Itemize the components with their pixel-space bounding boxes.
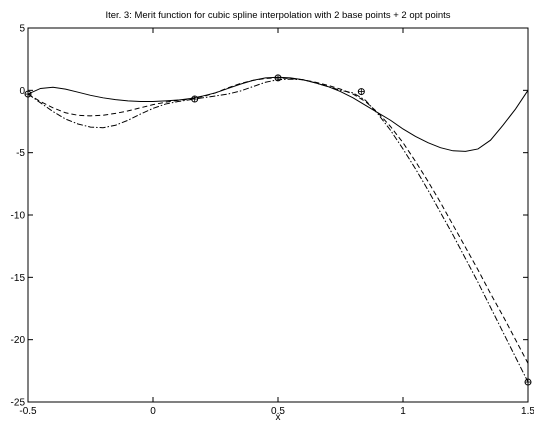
base-point-marker <box>274 74 282 82</box>
series-line-dashdot <box>27 78 529 383</box>
y-tick-label: 5 <box>19 24 25 35</box>
x-tick-label: 1 <box>400 406 406 417</box>
x-tick-label: 1.5 <box>521 406 534 417</box>
x-axis-ticks: -0.5 0 0.5 1 1.5 <box>19 28 534 417</box>
plot-markers <box>24 74 532 386</box>
x-tick-label: 0 <box>150 406 156 417</box>
y-tick-label: -10 <box>11 211 26 222</box>
x-tick-label: -0.5 <box>19 406 37 417</box>
y-tick-label: 0 <box>19 86 25 97</box>
plot-frame <box>27 27 529 403</box>
series-line-dashed <box>27 77 529 364</box>
plot-lines <box>27 76 529 383</box>
x-tick-label: 0.5 <box>271 406 285 417</box>
x-axis-label: x <box>276 412 281 423</box>
y-tick-label: -5 <box>16 148 25 159</box>
y-tick-label: -25 <box>11 398 26 409</box>
base-point-marker <box>191 95 199 103</box>
base-point-marker <box>357 88 365 96</box>
y-tick-label: -20 <box>11 335 26 346</box>
chart-title: Iter. 3: Merit function for cubic spline… <box>105 10 450 21</box>
y-tick-label: -15 <box>11 273 26 284</box>
y-axis-ticks: 5 0 -5 -10 -15 -20 -25 <box>11 24 528 409</box>
series-line-solid <box>27 76 529 152</box>
